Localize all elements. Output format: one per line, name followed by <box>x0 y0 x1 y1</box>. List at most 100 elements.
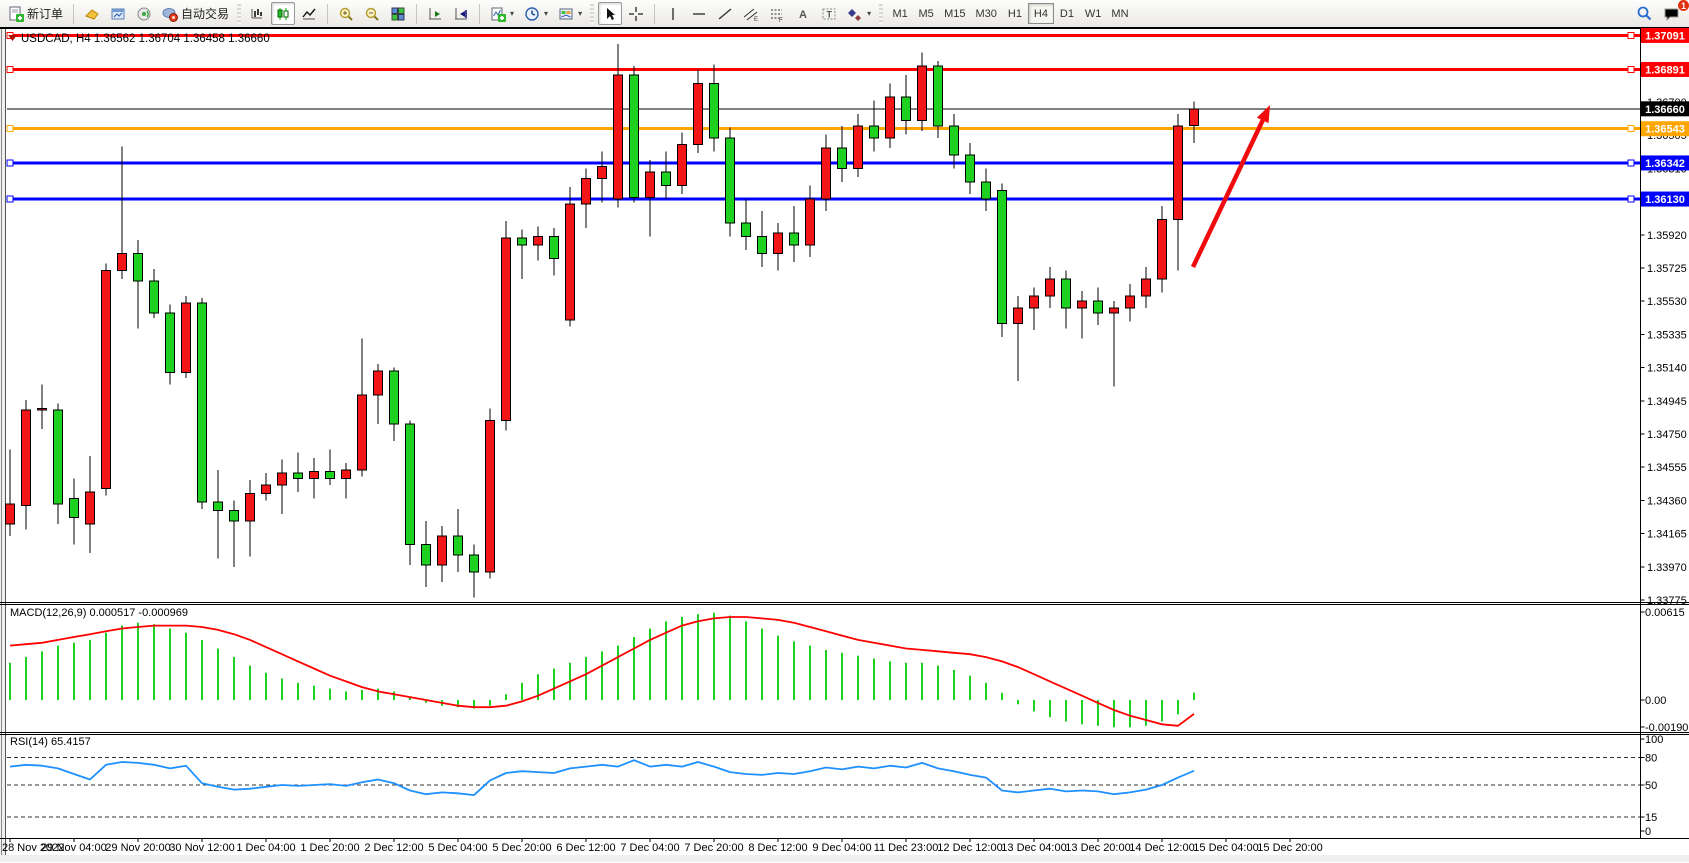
rsi-tick-label: 15 <box>1645 812 1657 824</box>
candle <box>821 147 831 200</box>
chart-window[interactable]: USDCAD, H4 1.36562 1.36704 1.36458 1.366… <box>0 27 1689 862</box>
trendline-icon <box>718 7 732 20</box>
candles <box>5 44 1199 598</box>
hline-handle[interactable] <box>1627 195 1635 203</box>
text-button[interactable]: A <box>791 2 815 25</box>
svg-text:E: E <box>754 17 758 22</box>
candle <box>613 74 623 200</box>
crosshair-button[interactable] <box>624 2 648 25</box>
toolbar-separator <box>654 3 656 24</box>
periods-button[interactable]: ▾ <box>520 2 552 25</box>
annotation-arrow[interactable] <box>1190 105 1270 268</box>
rsi-pane[interactable]: RSI(14) 65.4157 <box>7 736 1640 818</box>
candle <box>197 302 207 503</box>
time-tick-label: 29 Nov 20:00 <box>105 842 170 854</box>
fibonacci-button[interactable]: F <box>765 2 789 25</box>
horizontal-line-button[interactable] <box>687 2 711 25</box>
hline-handle[interactable] <box>1627 31 1635 39</box>
timeframe-D1[interactable]: D1 <box>1054 3 1080 24</box>
bar-chart-icon <box>251 8 263 18</box>
toolbar: 新订单 自动交易 ▾ ▾ ▾ E F A T ▾ M1 M5 M15 M30 H1 H4 D… <box>0 0 1689 28</box>
search-button[interactable] <box>1632 2 1657 25</box>
timeframe-W1[interactable]: W1 <box>1080 3 1107 24</box>
macd-tick-label: -0.001906 <box>1645 722 1689 734</box>
time-tick-label: 1 Dec 20:00 <box>300 842 359 854</box>
bar-chart-button[interactable] <box>245 2 269 25</box>
candle <box>773 232 783 255</box>
candle <box>389 370 399 425</box>
price-tick-label: 1.34165 <box>1647 529 1687 541</box>
tile-windows-icon <box>391 7 405 20</box>
macd-pane[interactable]: MACD(12,26,9) 0.000517 -0.000969 <box>9 607 1195 728</box>
toolbar-separator <box>479 3 481 24</box>
chart-canvas[interactable]: USDCAD, H4 1.36562 1.36704 1.36458 1.366… <box>0 27 1689 862</box>
candle <box>1045 278 1055 297</box>
hline-handle[interactable] <box>6 159 14 167</box>
price-badge <box>1641 101 1689 117</box>
line-chart-button[interactable] <box>297 2 321 25</box>
timeframe-MN[interactable]: MN <box>1106 3 1133 24</box>
candle <box>165 312 175 374</box>
price-axis[interactable]: 1.367001.365051.363101.361151.359201.357… <box>1640 27 1689 838</box>
signals-button[interactable] <box>132 2 156 25</box>
templates-icon <box>559 8 573 19</box>
channel-icon: E <box>743 8 758 22</box>
timeframe-H4[interactable]: H4 <box>1027 3 1054 24</box>
price-tick-label: 1.35140 <box>1647 363 1687 375</box>
timeframe-M30[interactable]: M30 <box>971 3 1002 24</box>
notifications-button[interactable]: 1 <box>1659 0 1689 25</box>
candle <box>469 554 479 573</box>
zoom-in-button[interactable] <box>334 2 358 25</box>
hline-handle[interactable] <box>6 125 14 133</box>
time-tick-label: 14 Dec 12:00 <box>1129 842 1194 854</box>
hline-handle[interactable] <box>6 65 14 73</box>
hline-handle[interactable] <box>6 195 14 203</box>
candlestick-chart-button[interactable] <box>271 2 296 25</box>
auto-trading-button[interactable]: 自动交易 <box>158 2 233 25</box>
price-tick-label: 1.34750 <box>1647 429 1687 441</box>
price-badge-label: 1.36543 <box>1645 124 1685 136</box>
candle <box>1125 295 1135 309</box>
zoom-out-button[interactable] <box>360 2 384 25</box>
timeframe-M15[interactable]: M15 <box>939 3 970 24</box>
macd-label: MACD(12,26,9) 0.000517 -0.000969 <box>10 607 188 619</box>
text-label-icon: T <box>822 8 836 19</box>
timeframe-H1[interactable]: H1 <box>1002 3 1028 24</box>
text-label-button[interactable]: T <box>817 2 841 25</box>
market-watch-button[interactable] <box>106 2 130 25</box>
chart-shift-button[interactable] <box>449 2 473 25</box>
zoom-in-icon <box>339 7 353 21</box>
dropdown-caret-icon: ▾ <box>867 9 872 18</box>
auto-scroll-button[interactable] <box>423 2 447 25</box>
channel-button[interactable]: E <box>739 2 763 25</box>
trendline-button[interactable] <box>713 2 737 25</box>
candle <box>229 510 239 522</box>
signals-icon <box>137 7 151 20</box>
new-order-button[interactable]: 新订单 <box>4 2 67 25</box>
cursor-button[interactable] <box>598 2 623 25</box>
timeframe-M1[interactable]: M1 <box>887 3 913 24</box>
candle <box>53 409 63 505</box>
vertical-line-button[interactable] <box>661 2 685 25</box>
timeframe-M5[interactable]: M5 <box>913 3 939 24</box>
price-tick-label: 1.35920 <box>1647 230 1687 242</box>
hline-handle[interactable] <box>1627 125 1635 133</box>
candle <box>629 74 639 198</box>
tile-windows-button[interactable] <box>386 2 410 25</box>
svg-text:A: A <box>799 9 807 21</box>
hline-handle[interactable] <box>1627 159 1635 167</box>
price-badge-label: 1.37091 <box>1645 30 1685 42</box>
shapes-button[interactable]: ▾ <box>843 2 875 25</box>
templates-button[interactable]: ▾ <box>554 2 586 25</box>
profiles-button[interactable] <box>80 2 104 25</box>
toolbar-grip <box>879 3 884 24</box>
indicators-button[interactable]: ▾ <box>486 2 518 25</box>
auto-trading-icon <box>162 7 179 22</box>
candle <box>853 125 863 169</box>
toolbar-separator <box>73 3 75 24</box>
time-tick-label: 13 Dec 20:00 <box>1065 842 1130 854</box>
candle <box>997 190 1007 324</box>
price-badge-label: 1.36660 <box>1645 104 1685 116</box>
hline-handle[interactable] <box>1627 65 1635 73</box>
